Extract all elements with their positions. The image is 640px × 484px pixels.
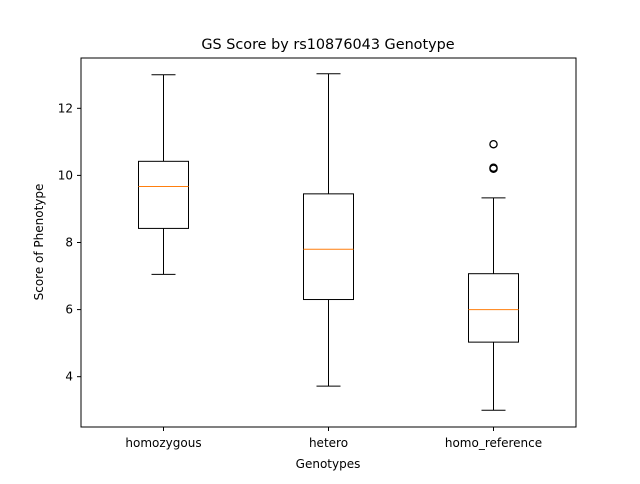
box-homozygous	[138, 74, 189, 275]
y-axis-label: Score of Phenotype	[32, 184, 46, 301]
iqr-box	[468, 273, 519, 343]
y-tick-label: 8	[65, 236, 73, 250]
y-tick-label: 6	[65, 303, 73, 317]
outlier-point	[489, 163, 498, 172]
iqr-box	[303, 193, 354, 301]
y-tick-label: 12	[58, 101, 73, 115]
y-tick-label: 4	[65, 370, 73, 384]
x-tick-label-hetero: hetero	[309, 436, 348, 450]
x-axis: homozygous hetero homo_reference	[125, 427, 542, 450]
box-hetero	[303, 73, 354, 387]
y-tick-label: 10	[58, 168, 73, 182]
x-tick-label-homozygous: homozygous	[125, 436, 201, 450]
outlier-point	[489, 139, 498, 149]
box-homo_reference	[468, 139, 519, 411]
x-tick-label-homo_reference: homo_reference	[445, 436, 542, 450]
chart-title: GS Score by rs10876043 Genotype	[201, 37, 454, 53]
x-axis-label: Genotypes	[296, 457, 361, 471]
iqr-box	[138, 160, 189, 229]
y-axis: 4 6 8 10 12	[58, 101, 81, 384]
plot-area	[138, 73, 519, 411]
